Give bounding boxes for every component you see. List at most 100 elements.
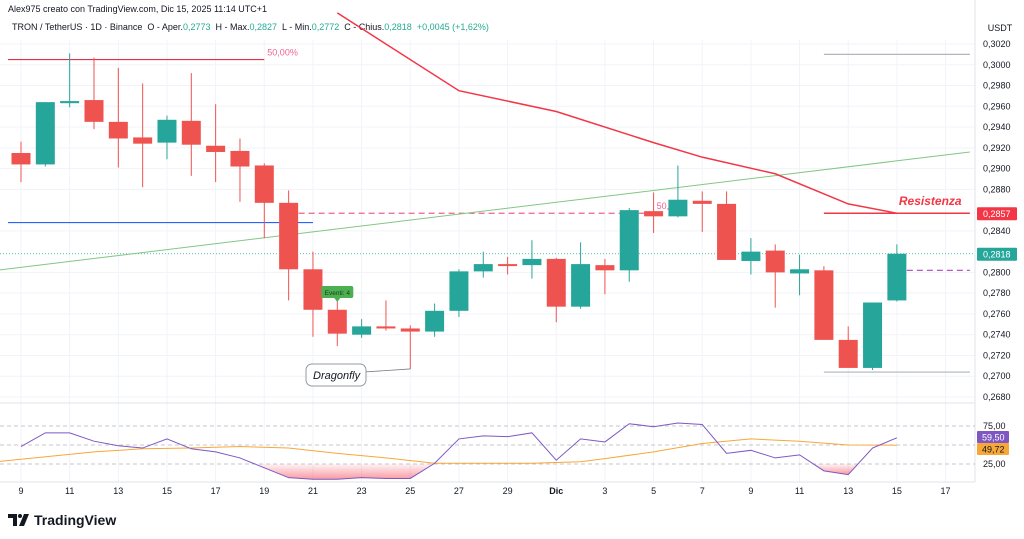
candle-body xyxy=(400,328,420,332)
candle-body xyxy=(717,203,737,260)
low-label: L - Min. xyxy=(282,22,312,32)
resistance-label: Resistenza xyxy=(899,194,962,208)
candle xyxy=(11,141,31,183)
candle xyxy=(619,208,639,282)
candle xyxy=(449,269,469,318)
price-tick: 0,2940 xyxy=(983,122,1011,132)
candle xyxy=(863,302,883,370)
time-tick: 17 xyxy=(211,486,221,496)
candle xyxy=(133,83,153,188)
tradingview-logo-icon xyxy=(8,514,29,526)
candle xyxy=(425,303,445,337)
candle-body xyxy=(108,121,128,139)
candle-body xyxy=(692,200,712,204)
high-value: 0,2827 xyxy=(249,22,278,32)
candle xyxy=(644,192,664,233)
price-tick: 0,2800 xyxy=(983,267,1011,277)
price-tick: 0,2980 xyxy=(983,81,1011,91)
candle-body xyxy=(230,150,250,167)
candle-body xyxy=(60,101,80,104)
dragonfly-pointer xyxy=(363,368,411,382)
candle-body xyxy=(84,100,104,122)
candle xyxy=(84,57,104,130)
candle xyxy=(327,301,347,347)
candle-body xyxy=(571,264,591,307)
candle-body xyxy=(765,250,785,273)
candle-body xyxy=(838,339,858,368)
candle xyxy=(303,251,323,337)
candle xyxy=(352,319,372,338)
indicator-lines xyxy=(0,12,970,271)
rsi-oversold-fill xyxy=(254,464,434,480)
candle-body xyxy=(157,119,177,143)
price-badge-label: 0,2818 xyxy=(983,250,1011,260)
rsi-tick: 75,00 xyxy=(983,421,1006,431)
candle xyxy=(717,191,737,260)
price-badge-label: 0,2857 xyxy=(983,209,1011,219)
rsi-badge-label: 59,50 xyxy=(982,433,1005,443)
fib-label: 50,00% xyxy=(267,48,298,58)
time-tick: 19 xyxy=(259,486,269,496)
price-tick: 0,3000 xyxy=(983,60,1011,70)
candle-body xyxy=(327,309,347,334)
grid xyxy=(0,0,976,483)
candle-body xyxy=(11,153,31,165)
candle xyxy=(887,244,907,302)
time-tick: 15 xyxy=(892,486,902,496)
rsi-badge xyxy=(977,431,1009,443)
tradingview-logo[interactable]: TradingView xyxy=(8,512,116,528)
candle-body xyxy=(863,302,883,368)
time-tick: 11 xyxy=(795,486,804,496)
chart-credit: Alex975 creato con TradingView.com, Dic … xyxy=(8,4,268,14)
events-badge xyxy=(321,286,354,298)
candle-body xyxy=(619,210,639,271)
candle-body xyxy=(644,211,664,217)
candle-body xyxy=(449,271,469,311)
low-value: 0,2772 xyxy=(311,22,340,32)
candle xyxy=(765,244,785,308)
candle-body xyxy=(790,269,810,274)
rsi-badge xyxy=(977,443,1009,455)
candle xyxy=(60,53,80,108)
candle xyxy=(741,238,761,275)
time-tick: 15 xyxy=(162,486,172,496)
candle xyxy=(157,115,177,160)
rsi-line xyxy=(20,422,898,480)
time-tick: 11 xyxy=(65,486,74,496)
time-tick: Dic xyxy=(549,486,563,496)
time-tick: 23 xyxy=(357,486,367,496)
symbol-name[interactable]: TRON / TetherUS · 1D · Binance xyxy=(12,22,143,32)
price-tick: 0,2760 xyxy=(983,309,1011,319)
time-tick: 13 xyxy=(843,486,853,496)
price-tick: 0,2680 xyxy=(983,392,1011,402)
time-tick: 25 xyxy=(405,486,415,496)
candle xyxy=(473,251,493,278)
events-badge-arrow xyxy=(334,298,341,302)
candle-body xyxy=(206,145,226,152)
price-tick: 0,2780 xyxy=(983,288,1011,298)
dragonfly-label: Dragonfly xyxy=(313,370,362,382)
rsi-tick: 25,00 xyxy=(983,459,1006,469)
change-value: +0,0045 (+1,62%) xyxy=(416,22,489,32)
candle xyxy=(546,257,566,323)
time-tick: 5 xyxy=(651,486,656,496)
candle xyxy=(814,266,834,340)
candle-body xyxy=(887,253,907,301)
candle xyxy=(838,326,858,368)
price-chart[interactable]: 50,00%50,00%Resistenza DragonflyEventi: … xyxy=(0,0,1024,505)
time-tick: 9 xyxy=(18,486,23,496)
candle-body xyxy=(595,265,615,271)
candle xyxy=(181,73,201,176)
price-tick: 0,2840 xyxy=(983,226,1011,236)
price-badge xyxy=(977,247,1017,261)
price-tick: 0,2880 xyxy=(983,184,1011,194)
candle-body xyxy=(254,165,274,203)
price-axis: USDT 0,3020 0,3000 0,2980 0,2960 0,2940 0,2920… xyxy=(977,23,1017,469)
price-tick: 0,2900 xyxy=(983,164,1011,174)
rsi-oversold-fill xyxy=(813,464,858,475)
price-badge xyxy=(977,207,1017,221)
candle-body xyxy=(133,137,153,144)
candle-body xyxy=(498,264,518,267)
candle-body xyxy=(35,102,55,165)
price-tick: 0,2720 xyxy=(983,350,1011,360)
